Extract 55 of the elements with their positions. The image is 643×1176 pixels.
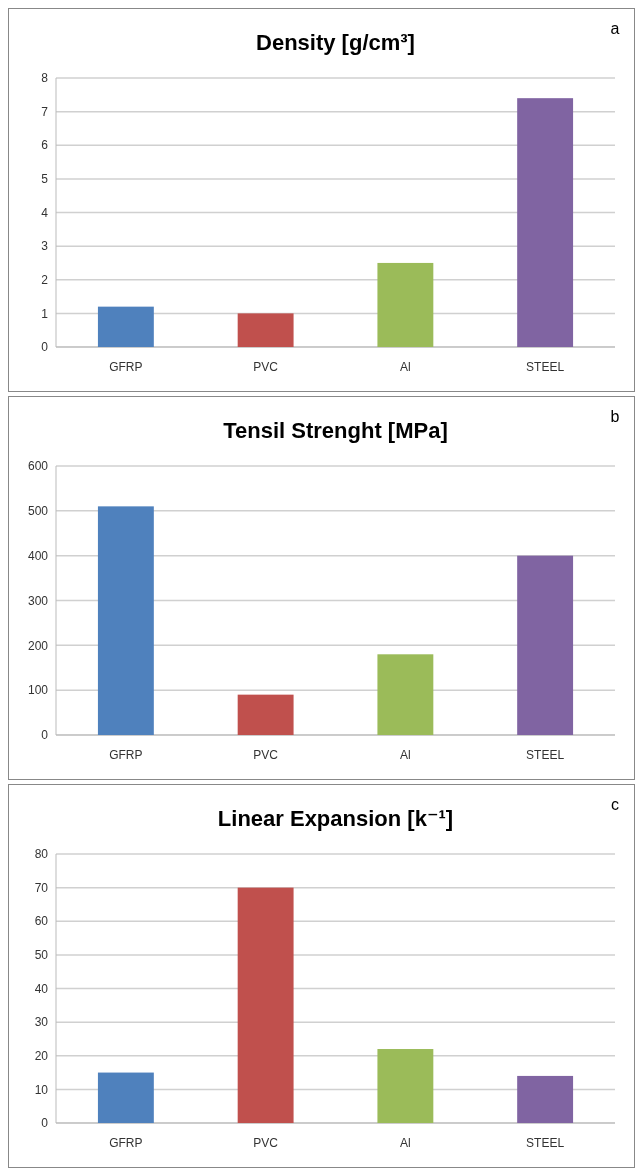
bar (237, 313, 294, 347)
x-tick-label: GFRP (109, 748, 143, 762)
x-tick-label: PVC (253, 1136, 279, 1150)
y-tick-label: 50 (34, 948, 49, 963)
x-tick-label: STEEL (526, 748, 565, 762)
bar (97, 306, 154, 347)
bar (237, 694, 294, 735)
y-tick-label: 200 (27, 638, 49, 653)
y-tick-label: 40 (34, 981, 49, 996)
y-tick-label: 20 (34, 1048, 49, 1063)
y-tick-label: 10 (34, 1082, 49, 1097)
chart-title: Linear Expansion [k⁻¹] (217, 806, 454, 831)
text: b (610, 408, 620, 425)
x-tick-label: Al (400, 1136, 411, 1150)
y-tick-label: 4 (41, 205, 49, 220)
y-tick-label: 6 (41, 138, 49, 153)
y-tick-label: 70 (34, 880, 49, 895)
y-tick-label: 8 (41, 71, 49, 86)
x-tick-label: STEEL (526, 1136, 565, 1150)
y-tick-label: 0 (41, 1116, 49, 1131)
y-tick-label: 600 (27, 459, 49, 474)
y-tick-label: 30 (34, 1015, 49, 1030)
y-tick-label: 0 (41, 340, 49, 355)
bar (517, 98, 574, 347)
y-tick-label: 500 (27, 504, 49, 519)
bar (517, 555, 574, 735)
y-tick-label: 60 (34, 914, 49, 929)
x-tick-label: GFRP (109, 360, 143, 374)
y-tick-label: 0 (41, 728, 49, 743)
x-tick-label: PVC (253, 748, 279, 762)
chart-title: Density [g/cm³] (256, 30, 415, 55)
bar (517, 1075, 574, 1123)
y-tick-label: 80 (34, 847, 49, 862)
y-tick-label: 400 (27, 548, 49, 563)
bar (97, 506, 154, 735)
y-tick-label: 300 (27, 593, 49, 608)
bar (377, 262, 434, 347)
y-tick-label: 7 (41, 104, 49, 119)
x-tick-label: Al (400, 360, 411, 374)
x-tick-label: Al (400, 748, 411, 762)
bar (377, 1049, 434, 1123)
x-tick-label: PVC (253, 360, 279, 374)
text: a (610, 20, 620, 37)
y-tick-label: 100 (27, 683, 49, 698)
y-tick-label: 1 (41, 306, 49, 321)
bar (377, 654, 434, 735)
y-tick-label: 5 (41, 172, 49, 187)
chart-title: Tensil Strenght [MPa] (223, 418, 448, 443)
y-tick-label: 3 (41, 239, 49, 254)
y-tick-label: 2 (41, 272, 49, 287)
bar (97, 1072, 154, 1123)
x-tick-label: GFRP (109, 1136, 143, 1150)
x-tick-label: STEEL (526, 360, 565, 374)
bar (237, 887, 294, 1123)
text: c (611, 796, 619, 813)
